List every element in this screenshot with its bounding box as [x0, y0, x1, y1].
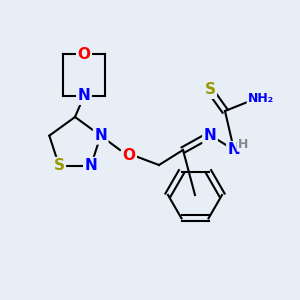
Text: N: N: [228, 142, 240, 158]
Text: NH₂: NH₂: [248, 92, 274, 106]
Text: O: O: [77, 46, 91, 62]
Text: H: H: [238, 137, 248, 151]
Text: S: S: [205, 82, 215, 98]
Text: N: N: [78, 88, 90, 104]
Text: S: S: [54, 158, 64, 173]
Text: N: N: [94, 128, 107, 143]
Text: N: N: [85, 158, 97, 173]
Text: O: O: [122, 148, 136, 164]
Text: N: N: [204, 128, 216, 142]
